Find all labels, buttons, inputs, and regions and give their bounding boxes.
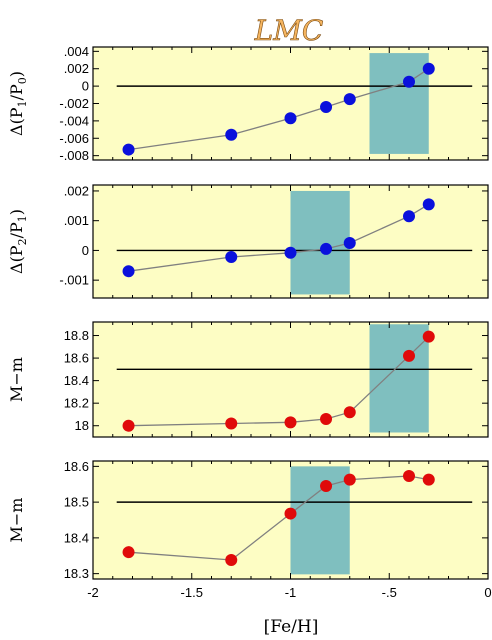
data-point [122, 143, 135, 156]
y-tick-label: 18.6 [64, 351, 89, 366]
panel-4: 18.6 18.5 18.4 18.3 M−m -2 -1.5 -1 -.5 0 [7, 459, 492, 600]
y-tick-label: 18.2 [64, 396, 89, 411]
data-point [422, 473, 435, 486]
data-point [320, 242, 333, 255]
data-point [422, 198, 435, 211]
y-tick-label: .004 [64, 44, 89, 59]
data-point [422, 330, 435, 343]
chart-title: LMC [254, 14, 324, 47]
data-point [122, 419, 135, 432]
y-tick-label: .001 [64, 213, 89, 228]
data-point [343, 406, 356, 419]
data-point [343, 236, 356, 249]
data-point [343, 473, 356, 486]
data-point [284, 507, 297, 520]
y-tick-label: 18.5 [64, 495, 89, 510]
y-axis-label: M−m [7, 357, 26, 402]
data-point [122, 546, 135, 559]
y-axis-label: Δ(P1/P0) [7, 71, 29, 136]
panel-frame [92, 460, 489, 580]
data-point [284, 246, 297, 259]
y-axis-label: Δ(P2/P1) [7, 209, 29, 274]
y-tick-label: 0 [82, 243, 89, 258]
y-tick-label: -.004 [59, 113, 89, 128]
y-axis-label: M−m [7, 498, 26, 543]
data-point [343, 93, 356, 106]
panels: .004.0020-.002-.004-.006-.008Δ(P1/P0).00… [7, 44, 492, 600]
data-point [422, 62, 435, 75]
panel-3: 18.8 18.6 18.4 18.2 18 M−m [7, 321, 489, 438]
panel-1: .004 .002 0 -.002 -.004 -.006 -.008 Δ(P1/P0) [7, 44, 489, 163]
y-tick-label: -.006 [59, 131, 89, 146]
x-tick-label: -.5 [382, 585, 397, 600]
highlight-band [369, 324, 429, 433]
data-point [225, 554, 238, 567]
data-point [225, 417, 238, 430]
highlight-band [290, 466, 350, 575]
data-point [225, 250, 238, 263]
highlight-band [290, 190, 350, 295]
data-point [284, 112, 297, 125]
data-point [122, 265, 135, 278]
x-tick-label: -1.5 [181, 585, 203, 600]
data-point [320, 412, 333, 425]
x-axis-label: [Fe/H] [264, 617, 319, 637]
y-tick-label: .002 [64, 61, 89, 76]
x-tick-label: 0 [484, 585, 491, 600]
data-point [403, 470, 415, 483]
data-point [320, 480, 333, 493]
panel-2: .002 .001 0 -.001 Δ(P2/P1) [7, 183, 489, 299]
y-tick-label: 18.3 [64, 566, 89, 581]
x-tick-label: -2 [87, 585, 99, 600]
y-tick-label: 18.8 [64, 328, 89, 343]
panel-frame [92, 321, 489, 438]
y-tick-label: .002 [64, 183, 89, 198]
y-tick-label: 18.4 [64, 373, 89, 388]
y-tick-label: 18.6 [64, 459, 89, 474]
data-point [320, 100, 333, 113]
x-tick-label: -1 [285, 585, 297, 600]
highlight-band [369, 53, 429, 154]
data-point [403, 210, 415, 223]
y-tick-label: 18 [75, 418, 89, 433]
data-point [403, 75, 415, 88]
data-point [284, 416, 297, 429]
data-point [225, 128, 238, 141]
y-tick-label: -.008 [59, 148, 89, 163]
y-tick-label: 18.4 [64, 530, 89, 545]
panel-frame [92, 46, 489, 161]
data-point [403, 349, 415, 362]
y-tick-label: -.001 [59, 273, 89, 288]
panel-frame [92, 184, 489, 299]
y-tick-label: -.002 [59, 96, 89, 111]
y-tick-label: 0 [82, 79, 89, 94]
